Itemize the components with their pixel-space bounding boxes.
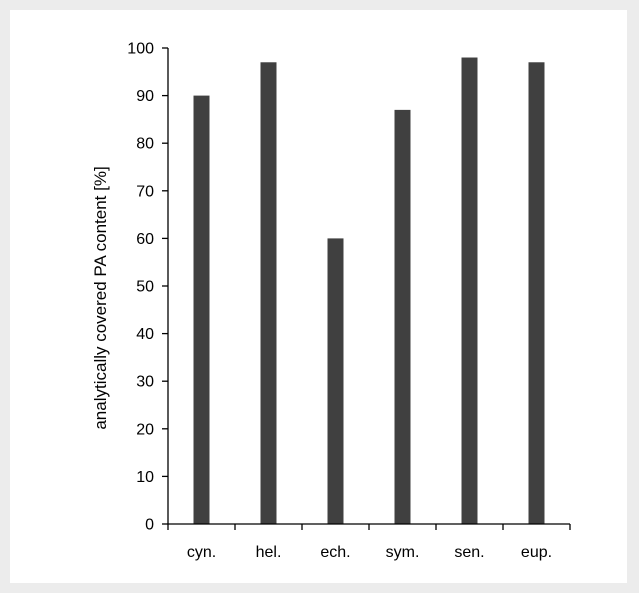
y-tick-label: 40 — [136, 326, 154, 343]
y-tick-label: 20 — [136, 421, 154, 438]
x-tick-label: sen. — [454, 544, 484, 561]
bars — [193, 57, 545, 525]
x-tick-label: sym. — [386, 544, 420, 561]
y-tick-label: 80 — [136, 136, 154, 153]
y-tick-label: 0 — [145, 517, 154, 534]
y-tick-label: 60 — [136, 231, 154, 248]
y-tick-label: 70 — [136, 183, 154, 200]
y-tick-label: 50 — [136, 279, 154, 296]
x-tick-label: cyn. — [187, 544, 216, 561]
y-tick-label: 100 — [127, 41, 154, 58]
x-axis-ticks: cyn. hel. ech. sym. sen. eup. — [167, 524, 571, 561]
bar-sen — [461, 57, 478, 525]
x-tick-label: hel. — [256, 544, 282, 561]
y-tick-label: 10 — [136, 469, 154, 486]
y-tick-label: 30 — [136, 374, 154, 391]
bar-eup — [528, 62, 545, 524]
y-axis-title: analytically covered PA content [%] — [91, 166, 110, 429]
bar-hel — [260, 62, 277, 524]
y-tick-label: 90 — [136, 88, 154, 105]
x-tick-label: eup. — [521, 544, 552, 561]
x-tick-label: ech. — [320, 544, 350, 561]
bar-ech — [327, 238, 344, 524]
bar-cyn — [193, 95, 210, 524]
chart-frame — [10, 10, 627, 583]
bar-sym — [394, 109, 411, 524]
y-axis-ticks: 0 10 20 30 40 50 60 70 80 90 100 — [127, 41, 168, 534]
